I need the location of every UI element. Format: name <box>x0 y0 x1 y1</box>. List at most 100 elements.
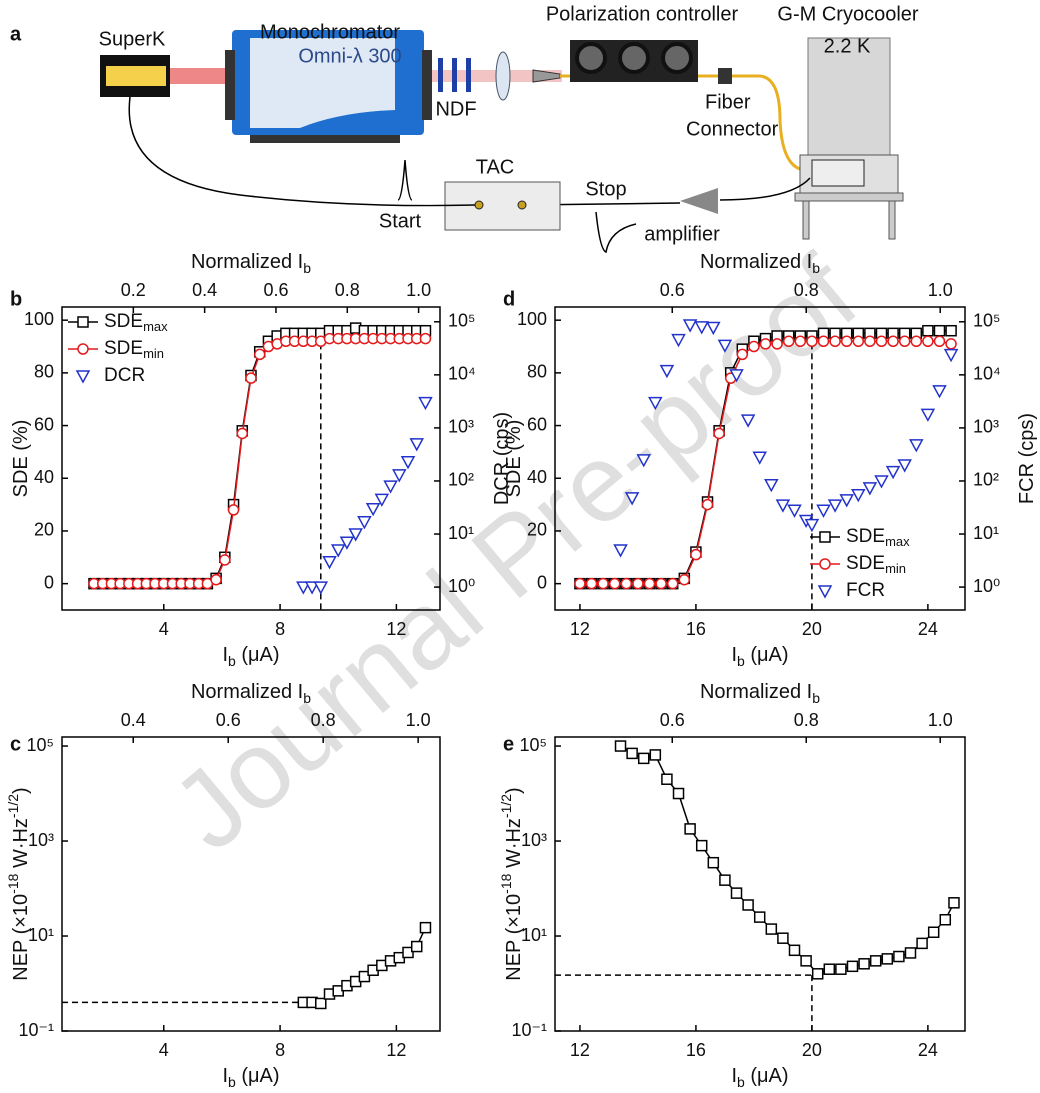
legend-label: SDEmax <box>846 526 910 549</box>
marker <box>694 321 709 335</box>
marker <box>829 335 841 348</box>
y2-tick-label: 10¹ <box>973 523 999 543</box>
legend-marker <box>75 370 91 384</box>
marker <box>678 573 691 586</box>
y-tick-label: 20 <box>527 520 547 540</box>
label-part: W·Hz <box>10 818 32 874</box>
marker <box>864 335 876 348</box>
marker <box>897 459 912 473</box>
label-script: b <box>737 653 745 669</box>
y-tick-label: 10⁵ <box>520 735 547 755</box>
marker <box>330 544 346 558</box>
label-script: b <box>228 1074 236 1090</box>
ndf-filter <box>452 58 457 92</box>
marker <box>624 492 640 506</box>
marker <box>858 958 870 970</box>
marker <box>210 573 222 586</box>
marker <box>794 335 807 348</box>
marker <box>690 548 702 561</box>
y2-tick-label: 10⁵ <box>448 311 475 331</box>
monochromator-side <box>225 50 235 120</box>
label-script: b <box>812 260 820 276</box>
marker <box>933 335 946 348</box>
marker <box>574 577 586 590</box>
marker <box>626 747 638 760</box>
y-tick-label: 40 <box>34 467 54 487</box>
marker <box>753 911 766 923</box>
x-tick-label: 16 <box>686 619 706 639</box>
ndf-filter <box>466 58 471 92</box>
marker <box>874 475 889 489</box>
label-part: (μA) <box>745 1065 789 1087</box>
axis-label: Ib (μA) <box>731 1065 788 1089</box>
marker <box>643 577 656 590</box>
chart: b 4 8 12 0.2 0.4 0.6 0.8 1.0 0 20 40 60 80 100 10⁰ 10¹ 10… <box>10 280 476 639</box>
marker <box>620 577 633 590</box>
y-tick-label: 80 <box>34 362 54 382</box>
marker <box>806 335 818 348</box>
marker <box>787 504 802 518</box>
marker <box>839 494 854 508</box>
x-tick-label: 8 <box>275 1040 285 1060</box>
marker <box>637 752 650 765</box>
superk-core <box>106 66 166 86</box>
amplifier-label: amplifier <box>644 223 720 245</box>
y-tick-label: 0 <box>44 572 54 592</box>
amplifier-symbol <box>680 188 718 214</box>
legend-label: FCR <box>846 580 885 601</box>
marker <box>945 338 957 350</box>
marker <box>764 478 779 493</box>
tac-label: TAC <box>476 156 515 178</box>
marker <box>816 504 831 518</box>
monochromator-label: Monochromator <box>260 21 400 43</box>
marker <box>920 408 936 422</box>
connector-panel <box>811 159 865 187</box>
y2-tick-label: 10² <box>973 470 999 490</box>
tac-box <box>444 181 561 231</box>
marker <box>661 773 673 785</box>
label-part: I <box>731 644 737 666</box>
marker <box>666 577 679 590</box>
paddle <box>661 42 693 74</box>
marker <box>851 488 866 503</box>
marker <box>339 536 355 550</box>
marker <box>648 396 663 411</box>
marker <box>782 335 795 348</box>
marker <box>383 480 398 494</box>
label-part: Normalized I <box>700 681 812 703</box>
marker <box>707 856 720 869</box>
marker <box>374 493 390 507</box>
marker <box>358 970 371 983</box>
marker <box>392 469 407 483</box>
x-tick-label: 12 <box>386 619 406 639</box>
marker <box>736 348 749 361</box>
panel-label: b <box>10 288 22 310</box>
label-part: I <box>222 644 228 666</box>
legend-marker <box>817 585 833 599</box>
legend-name: SDE <box>104 311 143 332</box>
x2-tick-label: 0.8 <box>311 710 336 730</box>
marker <box>948 897 960 909</box>
marker <box>304 581 320 595</box>
axis-label: Normalized Ib <box>191 251 311 275</box>
ndf-filter <box>438 58 443 92</box>
marker <box>835 963 847 975</box>
monochromator-side <box>422 50 432 120</box>
x2-tick-label: 0.6 <box>216 710 241 730</box>
x-tick-label: 16 <box>686 1040 706 1060</box>
cryostat-leg <box>802 200 810 240</box>
x2-tick-label: 0.4 <box>192 280 217 300</box>
x-tick-label: 12 <box>386 1040 406 1060</box>
marker <box>672 787 685 800</box>
plot-frame <box>61 736 441 1032</box>
legend-label: DCR <box>104 365 145 386</box>
x2-tick-label: 0.4 <box>121 710 146 730</box>
marker <box>409 438 425 452</box>
axis-label: Normalized Ib <box>700 681 820 705</box>
polarization-label: Polarization controller <box>546 3 739 25</box>
fiber-label: Connector <box>686 118 779 140</box>
legend-marker <box>819 531 831 543</box>
marker <box>943 348 959 363</box>
marker <box>357 516 372 530</box>
label-part: NEP (×10 <box>503 894 525 981</box>
